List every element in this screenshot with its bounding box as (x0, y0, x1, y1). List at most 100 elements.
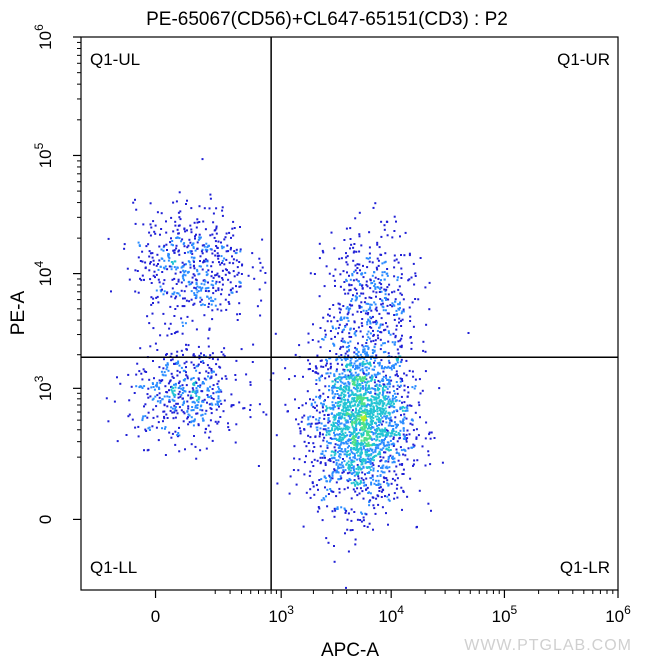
data-point (192, 256, 195, 259)
data-point (398, 321, 400, 324)
data-point (338, 437, 341, 440)
data-point (361, 335, 364, 338)
data-point (348, 377, 351, 380)
data-point (341, 363, 344, 366)
data-point (388, 422, 391, 424)
data-point (160, 380, 163, 383)
data-point (343, 488, 346, 491)
data-point (221, 277, 224, 279)
data-point (366, 525, 369, 528)
data-point (395, 220, 397, 223)
data-point (356, 450, 359, 453)
data-point (348, 349, 350, 352)
data-point (380, 466, 382, 469)
data-point (196, 399, 199, 402)
data-point (364, 449, 367, 451)
data-point (259, 261, 262, 264)
data-point (361, 272, 364, 275)
data-point (397, 452, 400, 455)
data-point (388, 493, 390, 496)
data-point (368, 504, 371, 507)
data-point (389, 416, 392, 419)
data-point (342, 407, 345, 409)
data-point (354, 357, 357, 359)
data-point (328, 430, 331, 433)
data-point (343, 453, 346, 456)
data-point (379, 429, 382, 432)
data-point (332, 408, 335, 411)
data-point (362, 466, 365, 469)
data-point (229, 281, 232, 284)
data-point (159, 381, 162, 384)
data-point (368, 252, 371, 255)
data-point (107, 237, 110, 240)
data-point (354, 454, 356, 457)
data-point (183, 271, 186, 274)
data-point (386, 366, 388, 369)
data-point (197, 398, 200, 401)
data-point (143, 370, 146, 373)
data-point (356, 367, 359, 370)
data-point (306, 423, 309, 426)
data-point (413, 387, 416, 390)
data-point (355, 429, 358, 432)
data-point (364, 377, 367, 380)
data-point (204, 290, 207, 292)
data-point (332, 304, 335, 306)
data-point (386, 495, 389, 498)
data-point (176, 228, 179, 231)
data-point (218, 281, 221, 284)
data-point (198, 205, 201, 208)
data-point (351, 397, 354, 400)
data-point (158, 281, 161, 284)
data-point (191, 406, 194, 408)
data-point (330, 320, 333, 323)
data-point (289, 475, 292, 478)
data-point (390, 366, 393, 369)
data-point (352, 413, 355, 416)
data-point (312, 416, 315, 419)
data-point (349, 227, 352, 230)
data-point (391, 404, 394, 407)
data-point (185, 374, 188, 377)
data-point (195, 328, 198, 331)
data-point (365, 513, 368, 516)
data-point (367, 257, 370, 260)
data-point (314, 365, 317, 368)
data-point (331, 401, 334, 404)
data-point (364, 386, 367, 389)
data-point (327, 368, 330, 371)
data-point (377, 371, 379, 374)
data-point (387, 298, 390, 301)
data-point (166, 291, 169, 294)
data-point (360, 244, 363, 247)
data-point (336, 377, 339, 380)
data-point (336, 443, 339, 446)
data-point (383, 397, 386, 400)
data-point (351, 425, 354, 428)
data-point (341, 471, 344, 474)
data-point (182, 369, 185, 372)
data-point (204, 431, 207, 434)
data-point (400, 312, 403, 315)
data-point (372, 504, 375, 507)
data-point (166, 395, 169, 398)
data-point (160, 290, 163, 293)
data-point (236, 313, 239, 316)
y-axis-label: PE-A (8, 291, 29, 336)
data-point (351, 529, 354, 531)
data-point (355, 407, 357, 410)
data-point (352, 467, 355, 470)
data-point (190, 409, 193, 412)
data-point (401, 508, 403, 511)
data-point (381, 378, 384, 380)
data-point (388, 443, 391, 446)
data-point (354, 480, 357, 483)
data-point (365, 413, 367, 416)
data-point (362, 360, 365, 363)
data-point (369, 447, 372, 450)
data-point (331, 427, 334, 430)
data-point (162, 410, 165, 413)
data-point (365, 411, 368, 414)
